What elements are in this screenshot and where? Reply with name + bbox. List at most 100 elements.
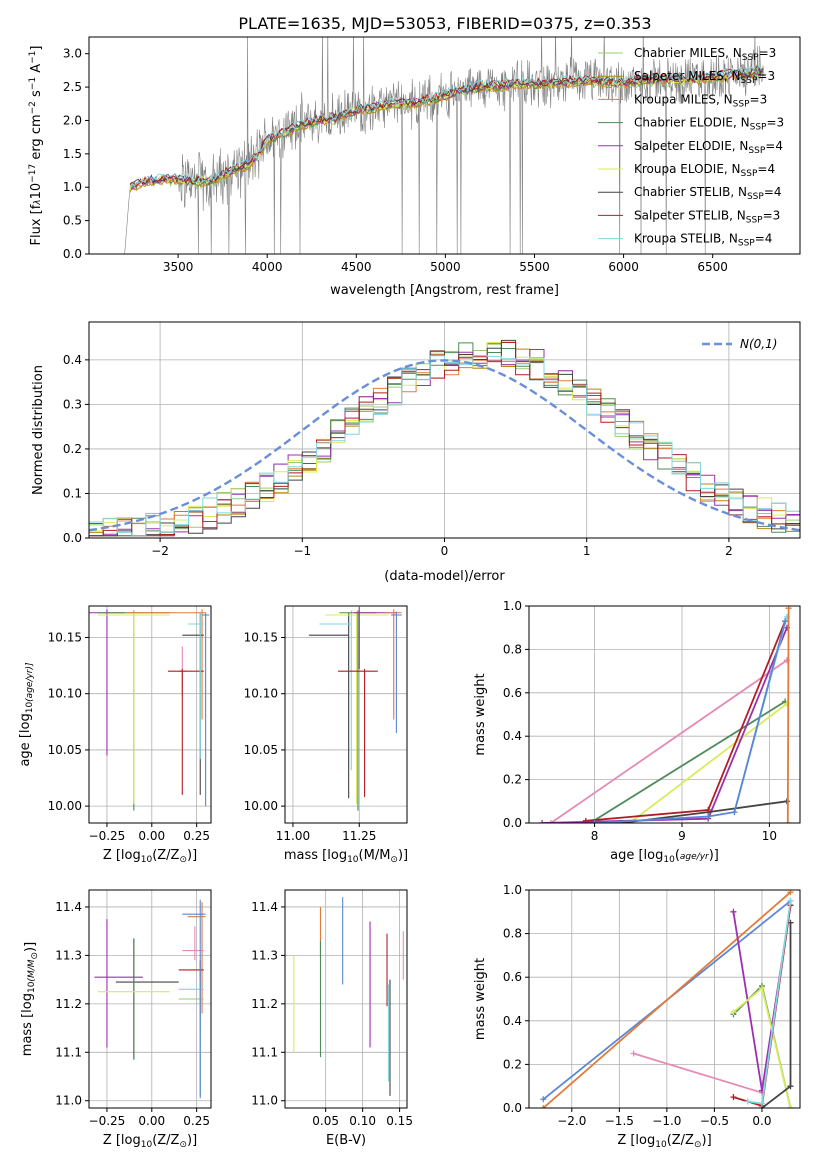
x-axis-label: E(B-V) bbox=[326, 1133, 366, 1148]
weight-line bbox=[550, 659, 788, 823]
normal-reference-curve bbox=[89, 359, 800, 532]
y-tick-label: 11.2 bbox=[251, 997, 278, 1011]
y-tick-label: 0.8 bbox=[503, 642, 522, 656]
x-axis-label-part: ⊙ bbox=[390, 855, 398, 865]
legend-entry: N(0,1) bbox=[740, 337, 777, 351]
y-axis-label-part: λ bbox=[33, 199, 43, 205]
weight-line bbox=[542, 627, 788, 823]
y-tick-label: 10.15 bbox=[244, 630, 278, 644]
weight-marker bbox=[705, 806, 712, 813]
weight-line bbox=[542, 891, 792, 1108]
x-tick-label: 4000 bbox=[252, 260, 283, 274]
y-tick-label: 0.2 bbox=[503, 773, 522, 787]
legend-entry-part: SSP bbox=[750, 123, 767, 133]
y-tick-label: 10.05 bbox=[244, 743, 278, 757]
weight-marker bbox=[540, 1105, 547, 1108]
y-axis-label-part: ⊙ bbox=[30, 952, 40, 960]
x-axis-label-part: (M/M bbox=[359, 848, 391, 863]
y-tick-label: 10.00 bbox=[48, 799, 82, 813]
x-tick-label: 0.00 bbox=[138, 1114, 165, 1128]
legend-entry-part: Salpeter STELIB, N bbox=[634, 208, 746, 222]
weight-marker bbox=[591, 820, 598, 823]
y-tick-label: 1.0 bbox=[63, 180, 82, 194]
legend-entry-part: Kroupa ELODIE, N bbox=[634, 162, 741, 176]
legend-entry-part: Salpeter MILES, N bbox=[634, 69, 741, 83]
axes-frame bbox=[284, 605, 408, 824]
legend-entry-part: Chabrier ELODIE, N bbox=[634, 116, 750, 130]
weight-marker bbox=[787, 919, 794, 926]
y-tick-label: 3.0 bbox=[63, 47, 82, 61]
y-axis-label-part: −1 bbox=[28, 77, 38, 90]
x-axis-label-part: (Z/Z bbox=[152, 848, 179, 863]
y-axis-label-part: Flux [f bbox=[29, 204, 44, 245]
legend-entry-part: Kroupa STELIB, N bbox=[634, 232, 738, 246]
x-axis-label-part: ( bbox=[675, 848, 680, 863]
y-tick-label: 10.10 bbox=[48, 687, 82, 701]
weight-line bbox=[786, 608, 790, 823]
x-tick-label: 4500 bbox=[341, 260, 372, 274]
y-axis-label: Normed distribution bbox=[31, 365, 46, 495]
x-axis-label-part: Z [log bbox=[103, 848, 141, 863]
y-tick-label: 0.8 bbox=[503, 927, 522, 941]
x-tick-label: 0.10 bbox=[349, 1114, 376, 1128]
x-axis-label-part: )] bbox=[709, 848, 719, 863]
axes-frame bbox=[528, 605, 801, 824]
y-axis-label-part: −2 bbox=[28, 101, 38, 114]
y-tick-label: 1.0 bbox=[503, 883, 522, 897]
legend-entry-part: SSP bbox=[747, 192, 764, 202]
weight-line bbox=[628, 702, 788, 823]
y-axis-label: mass weight bbox=[473, 673, 488, 755]
x-axis-label: Z [log10(Z/Z⊙)] bbox=[103, 1133, 197, 1150]
weight-marker bbox=[787, 1105, 794, 1108]
y-tick-label: 0.6 bbox=[503, 970, 522, 984]
axes-frame bbox=[284, 889, 408, 1109]
legend-entry-part: SSP bbox=[748, 146, 765, 156]
y-tick-label: 0.3 bbox=[63, 397, 82, 411]
y-tick-label: 0.2 bbox=[503, 1057, 522, 1071]
legend-entry-part: =4 bbox=[757, 162, 775, 176]
axes-frame bbox=[88, 36, 801, 255]
y-tick-label: 2.5 bbox=[63, 80, 82, 94]
legend-entry: Chabrier ELODIE, NSSP=3 bbox=[634, 116, 784, 133]
y-tick-label: 0.5 bbox=[63, 214, 82, 228]
x-tick-label: −0.5 bbox=[700, 1114, 729, 1128]
plot-area-age-vs-Z bbox=[89, 609, 210, 811]
panel-spectrum: 3500 4000 4500 5000 5500 6000 6500 0.0 0.5 1.0 1.5… bbox=[28, 36, 801, 298]
plot-area-mass-vs-EBV bbox=[293, 897, 404, 1096]
x-axis-label-part: age [log bbox=[610, 848, 663, 863]
y-tick-label: 11.2 bbox=[55, 997, 82, 1011]
legend-entry: Chabrier MILES, NSSP=3 bbox=[634, 46, 776, 63]
y-tick-label: 11.0 bbox=[251, 1094, 278, 1108]
weight-marker bbox=[744, 1098, 751, 1105]
legend-entry-part: =3 bbox=[750, 92, 768, 106]
weight-marker bbox=[782, 618, 789, 625]
x-tick-label: 8 bbox=[591, 829, 599, 843]
x-tick-label: −1.5 bbox=[605, 1114, 634, 1128]
panel-mass-vs-EBV: 0.05 0.10 0.15 11.0 11.1 11.2 11.3 11.4 E(B-V) bbox=[251, 889, 413, 1148]
y-tick-label: 11.3 bbox=[55, 948, 82, 962]
x-tick-label: −2.0 bbox=[557, 1114, 586, 1128]
legend-entry-part: =4 bbox=[764, 185, 782, 199]
y-tick-label: 11.3 bbox=[251, 948, 278, 962]
y-tick-label: 0.0 bbox=[503, 816, 522, 830]
model-line-chabrier-stelib bbox=[129, 66, 764, 185]
y-tick-label: 1.0 bbox=[503, 599, 522, 613]
axes-frame bbox=[528, 889, 801, 1109]
x-tick-label: 0.0 bbox=[752, 1114, 771, 1128]
weight-marker bbox=[547, 820, 554, 823]
legend-entry: Salpeter ELODIE, NSSP=4 bbox=[634, 139, 783, 156]
x-tick-label: 6000 bbox=[608, 260, 639, 274]
weight-marker bbox=[784, 820, 791, 823]
panel-age-vs-mass: 11.00 11.25 10.00 10.05 10.10 10.15 mass [log1… bbox=[244, 605, 408, 865]
y-tick-label: 0.2 bbox=[63, 442, 82, 456]
legend-entry-part: =3 bbox=[759, 46, 777, 60]
x-tick-label: 3500 bbox=[163, 260, 194, 274]
x-axis-label-part: 10 bbox=[655, 1140, 667, 1150]
legend-entry-part: SSP bbox=[733, 99, 750, 109]
y-tick-label: 2.0 bbox=[63, 113, 82, 127]
y-tick-label: 0.6 bbox=[503, 686, 522, 700]
residual-histogram-kroupa-elodie bbox=[89, 341, 800, 537]
y-tick-label: 11.0 bbox=[55, 1094, 82, 1108]
x-axis-label: Z [log10(Z/Z⊙)] bbox=[103, 848, 197, 865]
